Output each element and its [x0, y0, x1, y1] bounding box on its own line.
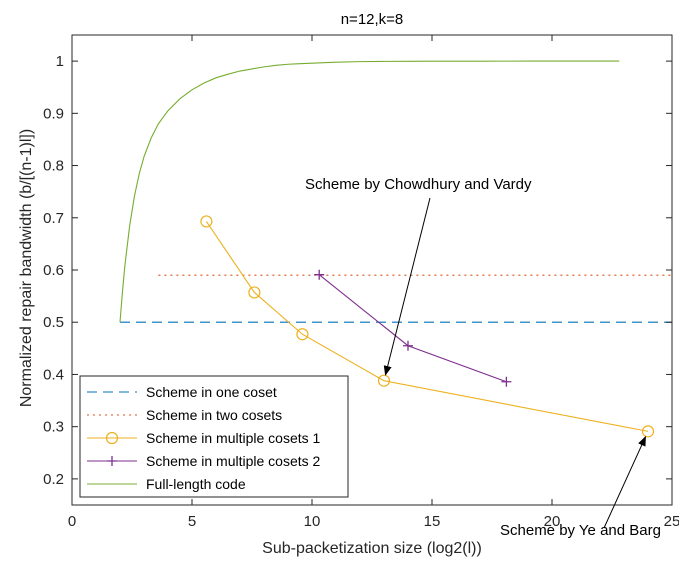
annotation-arrow-1: [383, 197, 431, 376]
y-tick-label: 0.3: [43, 419, 64, 436]
series-line-5: [119, 60, 620, 323]
y-tick-label: 0.7: [43, 210, 64, 227]
chart-title: n=12,k=8: [341, 11, 404, 28]
y-tick-label: 0.8: [43, 158, 64, 175]
x-tick-label: 25: [664, 513, 679, 530]
x-tick-label: 15: [424, 513, 441, 530]
legend-label: Scheme in multiple cosets 2: [146, 453, 321, 469]
series-4-point: [501, 376, 512, 387]
y-tick-label: 1: [56, 53, 64, 70]
legend-marker: [107, 456, 117, 466]
x-tick-label: 5: [188, 513, 196, 530]
y-axis-label: Normalized repair bandwidth (b/[(n-1)l]): [18, 129, 35, 407]
ticks-layer: 0 5 10 15 20 25 0.2 0.3 0.4 0.5 0.6 0.7 0.8 0.9 1: [43, 35, 679, 530]
x-axis-label: Sub-packetization size (log2(l)): [262, 540, 482, 557]
y-tick-label: 0.4: [43, 366, 64, 383]
series-line-3: [205, 221, 649, 432]
legend-box: [79, 375, 349, 498]
legend: Scheme in one coset Scheme in two cosets S…: [79, 375, 349, 498]
annotation-chowdhury-vardy: Scheme by Chowdhury and Vardy: [305, 176, 532, 193]
legend-label: Scheme in two cosets: [146, 407, 282, 423]
x-tick-label: 20: [544, 513, 561, 530]
annotation-ye-barg: Scheme by Ye and Barg: [500, 522, 661, 539]
x-tick-label: 10: [304, 513, 321, 530]
y-tick-label: 0.5: [43, 314, 64, 331]
series-3-point: [200, 215, 213, 228]
series-layer: [119, 60, 672, 438]
legend-entries: Scheme in one coset Scheme in two cosets S…: [87, 384, 321, 492]
x-tick-label: 0: [68, 513, 76, 530]
series-3-point: [248, 286, 261, 299]
y-tick-label: 0.9: [43, 105, 64, 122]
legend-marker: [105, 431, 119, 445]
series-4-point: [403, 340, 413, 351]
y-tick-label: 0.6: [43, 262, 64, 279]
series-3-point: [296, 328, 309, 341]
annotation-layer: Scheme by Chowdhury and Vardy Scheme by …: [305, 176, 661, 539]
legend-label: Scheme in one coset: [146, 384, 277, 400]
annotation-arrow-2: [603, 435, 646, 529]
y-tick-label: 0.2: [43, 471, 64, 488]
legend-label: Full-length code: [146, 476, 246, 492]
series-4-point: [314, 269, 325, 280]
series-3-point: [641, 425, 655, 438]
legend-label: Scheme in multiple cosets 1: [146, 430, 321, 446]
